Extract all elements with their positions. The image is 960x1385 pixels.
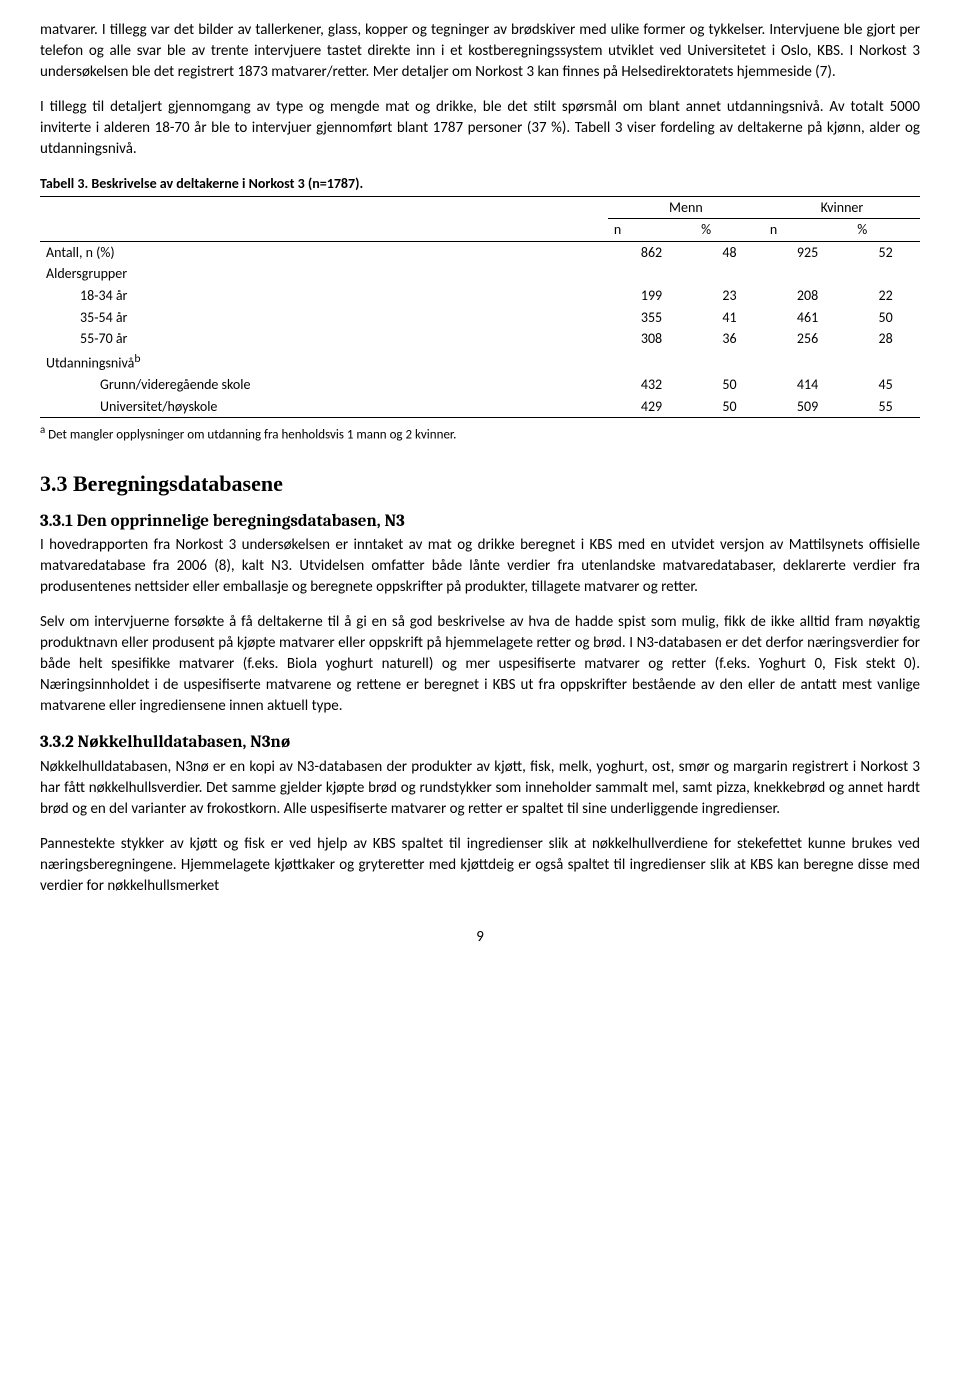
table-cell: 256 xyxy=(764,328,851,350)
table-cell: 208 xyxy=(764,285,851,307)
table-cell: 50 xyxy=(695,396,764,418)
table-row: Antall, n (%)8624892552 xyxy=(40,241,920,263)
table-group-header-row: Menn Kvinner xyxy=(40,196,920,219)
table-cell: 509 xyxy=(764,396,851,418)
body-paragraph: I tillegg til detaljert gjennomgang av t… xyxy=(40,97,920,160)
table-row-label: 18-34 år xyxy=(40,285,608,307)
table-sub-header-row: n % n % xyxy=(40,219,920,242)
table-sub-header: % xyxy=(695,219,764,242)
heading-3: 3.3.1 Den opprinnelige beregningsdatabas… xyxy=(40,510,920,534)
body-paragraph: Selv om intervjuerne forsøkte å få delta… xyxy=(40,612,920,717)
table-cell: 36 xyxy=(695,328,764,350)
table-cell: 52 xyxy=(851,241,920,263)
table-row: Universitet/høyskole4295050955 xyxy=(40,396,920,418)
table-row-label: Antall, n (%) xyxy=(40,241,608,263)
table-cell: 308 xyxy=(608,328,695,350)
table-row-label: Universitet/høyskole xyxy=(40,396,608,418)
table-cell: 414 xyxy=(764,374,851,396)
table-cell: 22 xyxy=(851,285,920,307)
footnote-text: Det mangler opplysninger om utdanning fr… xyxy=(45,428,456,443)
table-cell: 429 xyxy=(608,396,695,418)
heading-3: 3.3.2 Nøkkelhulldatabasen, N3nø xyxy=(40,731,920,755)
body-paragraph: Nøkkelhulldatabasen, N3nø er en kopi av … xyxy=(40,757,920,820)
table-row: Aldersgrupper xyxy=(40,263,920,285)
table-cell xyxy=(764,263,851,285)
participants-table: Menn Kvinner n % n % Antall, n (%)862489… xyxy=(40,196,920,419)
table-row-label: 55-70 år xyxy=(40,328,608,350)
table-cell: 925 xyxy=(764,241,851,263)
table-cell xyxy=(695,350,764,374)
table-row-label: Grunn/videregående skole xyxy=(40,374,608,396)
table-row-label: Aldersgrupper xyxy=(40,263,608,285)
table-cell: 862 xyxy=(608,241,695,263)
table-row: Grunn/videregående skole4325041445 xyxy=(40,374,920,396)
table-row-label: 35-54 år xyxy=(40,307,608,329)
table-cell xyxy=(608,350,695,374)
table-cell: 41 xyxy=(695,307,764,329)
table-cell xyxy=(695,263,764,285)
body-paragraph: Pannestekte stykker av kjøtt og fisk er … xyxy=(40,834,920,897)
table-row: 18-34 år1992320822 xyxy=(40,285,920,307)
table-cell: 23 xyxy=(695,285,764,307)
table-header-blank xyxy=(40,219,608,242)
table-cell xyxy=(851,350,920,374)
table-cell xyxy=(608,263,695,285)
table-cell: 50 xyxy=(851,307,920,329)
page-number: 9 xyxy=(40,927,920,948)
table-row: Utdanningsnivåb xyxy=(40,350,920,374)
table-group-header: Menn xyxy=(608,196,764,219)
table-caption: Tabell 3. Beskrivelse av deltakerne i No… xyxy=(40,174,920,194)
table-cell: 461 xyxy=(764,307,851,329)
table-group-header: Kvinner xyxy=(764,196,920,219)
table-cell xyxy=(851,263,920,285)
table-row-label: Utdanningsnivåb xyxy=(40,350,608,374)
table-cell: 355 xyxy=(608,307,695,329)
table-cell xyxy=(764,350,851,374)
table-cell: 55 xyxy=(851,396,920,418)
table-sub-header: n xyxy=(608,219,695,242)
table-row: 35-54 år3554146150 xyxy=(40,307,920,329)
table-cell: 48 xyxy=(695,241,764,263)
table-cell: 45 xyxy=(851,374,920,396)
table-header-blank xyxy=(40,196,608,219)
table-cell: 199 xyxy=(608,285,695,307)
body-paragraph: I hovedrapporten fra Norkost 3 undersøke… xyxy=(40,535,920,598)
table-cell: 50 xyxy=(695,374,764,396)
table-footnote: a Det mangler opplysninger om utdanning … xyxy=(40,422,920,445)
table-cell: 432 xyxy=(608,374,695,396)
table-sub-header: % xyxy=(851,219,920,242)
table-cell: 28 xyxy=(851,328,920,350)
table-row: 55-70 år3083625628 xyxy=(40,328,920,350)
body-paragraph: matvarer. I tillegg var det bilder av ta… xyxy=(40,20,920,83)
table-sub-header: n xyxy=(764,219,851,242)
heading-2: 3.3 Beregningsdatabasene xyxy=(40,469,920,500)
